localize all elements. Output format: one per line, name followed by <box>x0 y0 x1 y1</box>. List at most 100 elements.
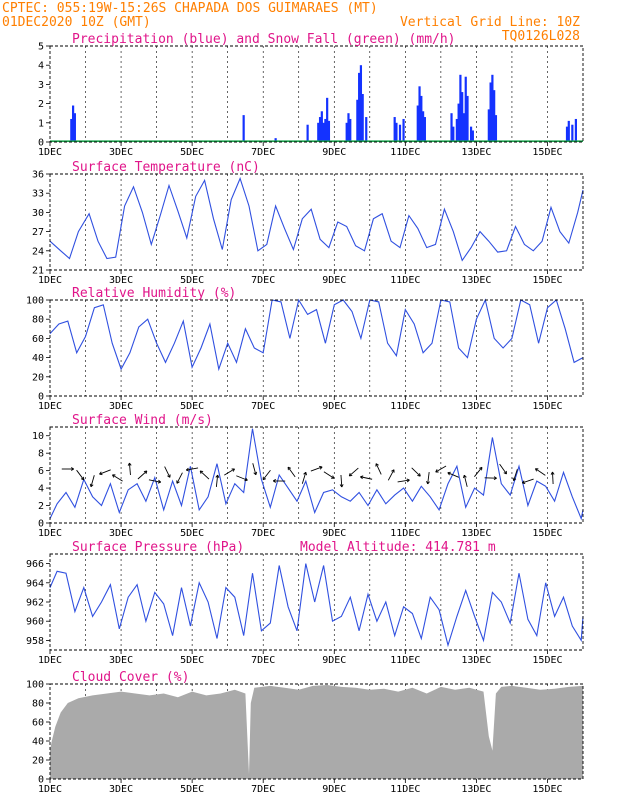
precip-bar <box>359 65 363 142</box>
y-tick-label: 0 <box>38 138 44 149</box>
wind-arrow-icon <box>176 472 183 484</box>
x-tick-label: 5DEC <box>180 528 204 539</box>
wind-arrow-icon <box>513 469 518 481</box>
x-tick-label: 5DEC <box>180 784 204 795</box>
y-tick-label: 0 <box>38 392 44 403</box>
precip-bar <box>494 115 498 142</box>
header-station-line: CPTEC: 055:19W-15:26S CHAPADA DOS GUIMAR… <box>2 1 378 16</box>
wind-arrow-icon <box>499 463 507 475</box>
precip-bar <box>345 122 348 142</box>
panel-0: 0 1 2 3 4 5 1DEC 3DEC 5DEC 7DEC 9DEC 11DEC 13DEC 15DE… <box>38 32 584 158</box>
panel-title: Surface Pressure (hPa) <box>72 540 244 555</box>
wind-arrowhead-icon <box>287 466 292 471</box>
wind-arrow-icon <box>375 463 382 475</box>
wind-arrowhead-icon <box>127 462 132 466</box>
wind-arrow-icon <box>535 468 546 476</box>
wind-arrow-icon <box>435 465 447 473</box>
x-tick-label: 15DEC <box>532 655 562 666</box>
wind-arrow-icon <box>360 476 373 480</box>
wind-arrowhead-icon <box>157 479 162 484</box>
wind-arrow-icon <box>522 478 534 484</box>
panel-frame <box>49 173 584 271</box>
wind-arrow-icon <box>348 467 359 477</box>
wind-arrowhead-icon <box>319 465 323 470</box>
y-tick-label: 100 <box>26 680 44 691</box>
y-tick-label: 6 <box>38 466 44 477</box>
wind-arrowhead-icon <box>262 476 267 481</box>
panels: 0 1 2 3 4 5 1DEC 3DEC 5DEC 7DEC 9DEC 11DEC 13DEC 15DE… <box>26 32 584 795</box>
y-tick-label: 958 <box>26 636 44 647</box>
precip-bar <box>318 117 322 142</box>
precip-bar <box>422 111 425 142</box>
wind-arrow-icon <box>236 475 248 481</box>
header-grid-note: Vertical Grid Line: 10Z <box>400 15 580 30</box>
x-tick-label: 9DEC <box>322 275 346 286</box>
wind-arrowhead-icon <box>112 474 116 478</box>
precip-bar <box>242 115 245 142</box>
wind-arrowhead-icon <box>303 471 307 476</box>
wind-arrow-icon <box>99 469 111 475</box>
x-tick-label: 7DEC <box>251 784 275 795</box>
wind-arrowhead-icon <box>375 463 379 467</box>
y-tick-label: 5 <box>38 42 44 53</box>
y-tick-label: 10 <box>32 431 44 442</box>
x-tick-label: 7DEC <box>251 655 275 666</box>
wind-arrowhead-icon <box>185 467 190 472</box>
precip-bar <box>574 118 577 142</box>
x-tick-label: 1DEC <box>38 147 62 158</box>
x-tick-label: 15DEC <box>532 784 562 795</box>
y-tick-label: 24 <box>32 246 44 257</box>
precip-bar <box>457 103 460 142</box>
precip-bar <box>320 111 323 142</box>
y-tick-label: 8 <box>38 449 44 460</box>
wind-arrow-icon <box>224 468 235 476</box>
wind-arrowhead-icon <box>478 466 483 471</box>
wind-arrowhead-icon <box>426 481 430 485</box>
precip-bar <box>450 113 453 142</box>
series-line <box>49 298 584 372</box>
precip-bar <box>317 122 320 142</box>
wind-arrow-icon <box>90 475 95 487</box>
precip-bar <box>461 92 464 142</box>
wind-arrowhead-icon <box>348 472 353 477</box>
y-tick-label: 36 <box>32 170 44 181</box>
precip-bar <box>471 130 474 142</box>
x-tick-label: 11DEC <box>390 784 420 795</box>
panel-2: 0 20 40 60 80 100 1DEC 3DEC 5DEC 7DEC 9DEC 11DEC 13D… <box>26 286 584 412</box>
precip-bar <box>493 90 496 142</box>
precip-bar <box>322 122 325 142</box>
precip-bar <box>423 117 426 142</box>
wind-arrowhead-icon <box>521 480 526 485</box>
precip-bar <box>452 126 455 142</box>
y-tick-label: 20 <box>32 756 44 767</box>
precip-bar <box>418 86 421 142</box>
precip-bar <box>398 124 402 142</box>
precip-bar <box>491 74 494 142</box>
panel-annotation: Model Altitude: 414.781 m <box>300 540 496 555</box>
precip-bar <box>327 120 331 142</box>
wind-arrow-icon <box>323 471 335 479</box>
y-tick-label: 40 <box>32 353 44 364</box>
panel-frame <box>49 553 584 651</box>
precip-bar <box>395 122 398 142</box>
y-tick-label: 960 <box>26 617 44 628</box>
panel-frame <box>49 299 584 397</box>
wind-arrowhead-icon <box>253 471 258 476</box>
wind-arrowhead-icon <box>493 476 497 481</box>
wind-arrow-icon <box>411 467 421 477</box>
x-tick-label: 15DEC <box>532 275 562 286</box>
x-tick-label: 15DEC <box>532 528 562 539</box>
wind-arrowhead-icon <box>339 484 344 488</box>
wind-arrowhead-icon <box>272 479 277 483</box>
wind-arrow-icon <box>387 469 395 481</box>
x-tick-label: 9DEC <box>322 655 346 666</box>
y-tick-label: 0 <box>38 775 44 786</box>
panel-frame <box>49 426 584 524</box>
x-tick-label: 13DEC <box>461 655 491 666</box>
wind-arrow-icon <box>474 467 483 477</box>
panel-frame <box>49 683 584 780</box>
wind-arrowhead-icon <box>215 474 220 478</box>
wind-arrowhead-icon <box>360 475 364 480</box>
panel-title: Surface Wind (m/s) <box>72 413 213 428</box>
